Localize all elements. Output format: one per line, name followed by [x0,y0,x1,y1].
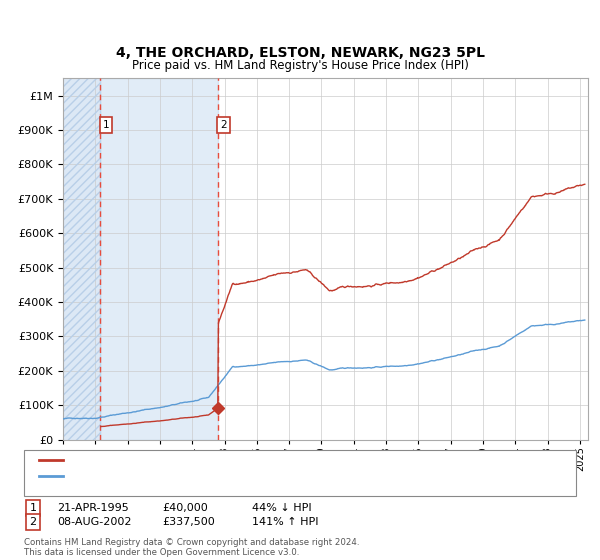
Text: Price paid vs. HM Land Registry's House Price Index (HPI): Price paid vs. HM Land Registry's House … [131,59,469,72]
Text: 1: 1 [103,120,109,130]
Text: 141% ↑ HPI: 141% ↑ HPI [252,517,319,527]
Text: 4, THE ORCHARD, ELSTON, NEWARK, NG23 5PL (detached house): 4, THE ORCHARD, ELSTON, NEWARK, NG23 5PL… [67,455,408,465]
Bar [63,78,100,440]
Text: 4, THE ORCHARD, ELSTON, NEWARK, NG23 5PL: 4, THE ORCHARD, ELSTON, NEWARK, NG23 5PL [115,46,485,60]
Text: 2: 2 [220,120,227,130]
Text: 08-AUG-2002: 08-AUG-2002 [57,517,131,527]
Text: £40,000: £40,000 [162,503,208,513]
Text: Contains HM Land Registry data © Crown copyright and database right 2024.
This d: Contains HM Land Registry data © Crown c… [24,538,359,557]
Text: HPI: Average price, detached house, Newark and Sherwood: HPI: Average price, detached house, Newa… [67,471,377,481]
Text: 1: 1 [29,503,37,513]
Text: 44% ↓ HPI: 44% ↓ HPI [252,503,311,513]
Text: 2: 2 [29,517,37,527]
Bar [63,78,100,440]
Text: £337,500: £337,500 [162,517,215,527]
Bar [100,78,218,440]
Text: 21-APR-1995: 21-APR-1995 [57,503,129,513]
